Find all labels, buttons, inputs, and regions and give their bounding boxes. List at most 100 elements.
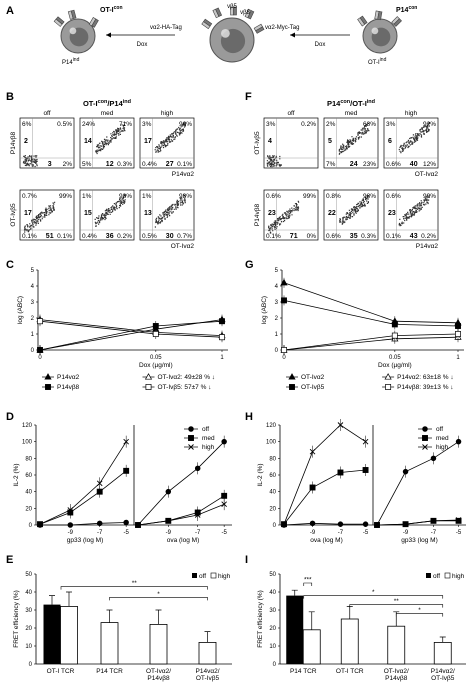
quadrant-bottom-right: 0.1% — [177, 161, 192, 168]
error-bar — [66, 591, 72, 607]
x-tick-label: -7 — [195, 530, 201, 536]
mfi-value-y: 5 — [328, 138, 332, 145]
group-label: P14vβ8 — [385, 675, 408, 682]
x-tick-label: 0.05 — [150, 355, 162, 361]
x-tick-label: -9 — [68, 530, 74, 536]
data-point — [337, 469, 344, 476]
y-tick-label: 120 — [22, 423, 33, 429]
x-tick-label: 0.05 — [389, 355, 401, 361]
panel-letter-e: E — [6, 554, 13, 566]
group-label: OT-Ivα2/ — [384, 668, 409, 675]
mfi-value-x: 40 — [410, 161, 418, 168]
bar-high — [198, 642, 217, 665]
arrow-right-head — [290, 32, 295, 38]
receptor-left-1 — [67, 9, 77, 20]
data-point — [221, 501, 227, 507]
mfi-value-x: 12 — [106, 161, 114, 168]
data-point — [281, 347, 287, 353]
mfi-value-x: 30 — [166, 233, 174, 240]
row1-ylabel: OT-Ivβ5 — [254, 131, 261, 155]
quadrant-bottom-left: 0.6% — [386, 161, 401, 168]
label-vb5: vβ5 — [227, 4, 237, 10]
row1-xlabel: P14vα2 — [172, 171, 195, 178]
legend-swatch-off — [192, 573, 197, 578]
dotplot-r1-c0: 3% 0.2% 4 — [263, 117, 319, 169]
error-bar — [204, 631, 211, 643]
receptor-right-3 — [391, 16, 402, 27]
quadrant-bottom-left: 0.1% — [22, 233, 37, 240]
mfi-value-x: 43 — [410, 233, 418, 240]
data-point — [194, 465, 201, 472]
y-tick-label: 0 — [273, 523, 277, 529]
data-point — [96, 480, 103, 487]
legend-label: P14vβ8: 39±13 % ↓ — [397, 384, 453, 391]
quadrant-bottom-left: 0.5% — [142, 233, 157, 240]
x-tick-label: 0 — [282, 355, 286, 361]
quadrant-bottom-right: 0.2% — [117, 233, 132, 240]
significance-bracket — [395, 613, 444, 617]
dotplot-events — [398, 122, 430, 154]
significance-stars: * — [372, 589, 375, 596]
col-label-med: med — [101, 110, 114, 117]
y-tick-label: 50 — [25, 572, 32, 578]
legend-marker — [188, 426, 194, 432]
quadrant-top-left: 6% — [22, 121, 32, 128]
y-tick-label: 20 — [25, 626, 32, 632]
significance-bracket — [60, 586, 208, 590]
flow-title-B: OT-Icon/P14ind — [83, 99, 131, 108]
y-tick-label: 4 — [31, 284, 35, 290]
significance-stars: * — [418, 607, 421, 614]
y-tick-label: 1 — [31, 332, 35, 338]
series-line — [376, 519, 459, 526]
mfi-value-x: 35 — [350, 233, 358, 240]
data-point — [455, 331, 461, 337]
x-tick-label: -7 — [431, 530, 437, 536]
y-tick-label: 100 — [266, 440, 277, 446]
data-point — [135, 522, 141, 528]
x-tick-label: -5 — [456, 530, 462, 536]
panel-letter-f: F — [245, 91, 252, 103]
series-line — [283, 282, 459, 324]
y-tick-label: 40 — [269, 590, 276, 596]
legend-marker — [45, 384, 51, 390]
dotplot-r1-c1: 24% 71% 14 5% 12 0.3% — [79, 117, 135, 169]
chart-H: 0 20 40 60 80 100 120 IL-2 (%) -9 -7 -5 -9 -7 -5 ova (… — [257, 419, 466, 544]
dotplot-frame — [263, 189, 319, 241]
quadrant-top-right: 68% — [363, 121, 376, 128]
quadrant-bottom-left: 7% — [326, 161, 336, 168]
legend-label: med — [436, 435, 449, 442]
cell-left-bottom-label: P14ind — [62, 57, 80, 66]
legend-label: off — [199, 573, 206, 580]
col-label-med: med — [345, 110, 358, 117]
receptor-mid-4 — [253, 23, 265, 34]
data-point — [37, 318, 43, 325]
quadrant-bottom-right: 12% — [423, 161, 436, 168]
series-line — [283, 522, 366, 526]
x-tick-label: -5 — [123, 530, 129, 536]
tag-left-label: vα2-HA-Tag — [150, 25, 182, 31]
y-tick-label: 0 — [275, 348, 279, 354]
dotplot-r1-c1: 2% 68% 5 7% 24 23% — [323, 117, 379, 169]
data-point — [165, 488, 172, 495]
row2-ylabel: P14vβ8 — [254, 204, 261, 227]
panel-letter-d: D — [6, 411, 14, 423]
mfi-value-y: 6 — [388, 138, 392, 145]
y-tick-label: 40 — [25, 590, 32, 596]
legend-label: OT-Ivα2: 49±28 % ↓ — [158, 374, 216, 381]
series-line — [283, 424, 366, 525]
panel-letter-i: I — [245, 554, 248, 566]
data-point — [165, 518, 172, 524]
x-tick-label: -5 — [363, 530, 369, 536]
data-point — [430, 518, 437, 524]
label-vb8: vβ8 — [240, 10, 250, 16]
data-point — [280, 278, 288, 286]
series-line — [376, 441, 459, 526]
dotplot-events — [23, 201, 56, 233]
y-tick-label: 2 — [31, 316, 35, 322]
y-tick-label: 0 — [31, 348, 35, 354]
x-axis-label-left: ova (log M) — [310, 537, 343, 544]
x-tick-label: -7 — [338, 530, 344, 536]
x-tick-label: -9 — [310, 530, 316, 536]
error-bar — [439, 636, 446, 643]
quadrant-bottom-left: 0.1% — [266, 233, 281, 240]
